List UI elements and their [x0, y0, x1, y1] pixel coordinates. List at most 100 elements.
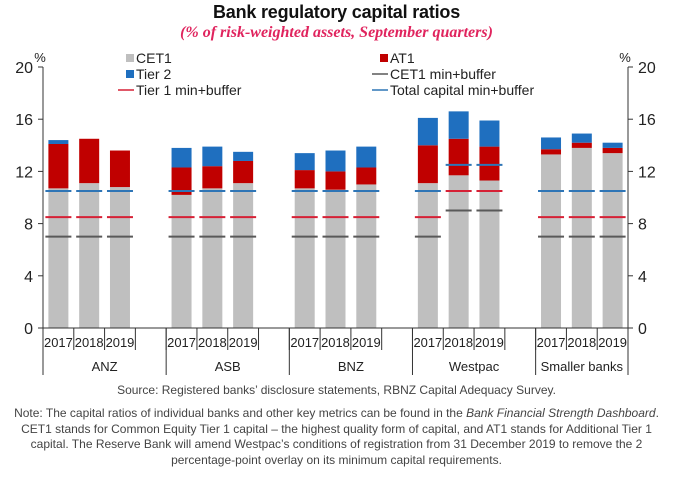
right-ytick-label: 8: [638, 217, 647, 234]
legend-item: Tier 2: [126, 66, 171, 82]
year-label: 2017: [167, 335, 196, 350]
bar-at1: [417, 145, 438, 184]
bar-tier-2: [294, 153, 315, 171]
left-ytick-label: 20: [15, 60, 33, 77]
bar-tier-2: [356, 146, 377, 168]
left-ytick-label: 4: [24, 269, 33, 286]
bar-cet1: [325, 189, 346, 328]
bar-cet1: [79, 183, 100, 328]
legend-label: CET1 min+buffer: [390, 66, 496, 82]
bar-at1: [325, 171, 346, 190]
year-label: 2019: [598, 335, 627, 350]
group-label: Smaller banks: [541, 359, 624, 374]
legend-item: Total capital min+buffer: [372, 82, 534, 98]
bar-cet1: [109, 187, 130, 328]
left-ytick-label: 8: [24, 217, 33, 234]
footnote: Note: The capital ratios of individual b…: [14, 406, 659, 468]
bar-at1: [233, 160, 254, 184]
bar-at1: [294, 170, 315, 189]
year-label: 2019: [106, 335, 135, 350]
legend-item: CET1: [126, 50, 172, 66]
bar-cet1: [602, 153, 623, 328]
group-label: ASB: [215, 359, 241, 374]
legend-item: CET1 min+buffer: [372, 66, 496, 82]
bar-tier-2: [602, 142, 623, 148]
year-label: 2018: [567, 335, 596, 350]
year-label: 2017: [44, 335, 73, 350]
bar-at1: [448, 138, 469, 176]
right-ytick-label: 12: [638, 164, 656, 181]
year-label: 2018: [198, 335, 227, 350]
right-ytick-label: 4: [638, 269, 647, 286]
year-label: 2018: [321, 335, 350, 350]
bar-at1: [479, 146, 500, 181]
bar-cet1: [171, 194, 192, 328]
legend-swatch-box: [126, 54, 134, 62]
legend-item: Tier 1 min+buffer: [118, 82, 242, 98]
footnote-italic-text: Bank Financial Strength Dashboard: [466, 406, 656, 420]
bar-at1: [48, 143, 69, 189]
year-label: 2017: [413, 335, 442, 350]
year-label: 2019: [475, 335, 504, 350]
bar-tier-2: [171, 147, 192, 168]
bar-tier-2: [571, 133, 592, 143]
left-ytick-label: 0: [24, 321, 33, 338]
group-label: Westpac: [449, 359, 500, 374]
group-label: ANZ: [92, 359, 118, 374]
legend-label: CET1: [136, 50, 172, 66]
left-ytick-label: 16: [15, 112, 33, 129]
right-ytick-label: 20: [638, 60, 656, 77]
bar-tier-2: [233, 151, 254, 161]
min-buffer-markers-layer: [45, 163, 626, 238]
bar-at1: [202, 166, 223, 189]
left-ytick-label: 12: [15, 164, 33, 181]
chart-subtitle: (% of risk-weighted assets, September qu…: [180, 24, 493, 41]
bar-at1: [541, 149, 562, 155]
bar-tier-2: [448, 111, 469, 139]
year-label: 2019: [229, 335, 258, 350]
bar-at1: [571, 142, 592, 148]
year-label: 2019: [352, 335, 381, 350]
year-label: 2017: [537, 335, 566, 350]
bar-cet1: [233, 183, 254, 328]
left-axis-unit: %: [34, 50, 46, 65]
year-label: 2018: [444, 335, 473, 350]
bars-layer: [48, 111, 623, 328]
bar-tier-2: [479, 120, 500, 147]
legend-label: Tier 2: [136, 66, 171, 82]
bar-tier-2: [541, 137, 562, 150]
footnote-text: . CET1 stands for Common Equity Tier 1 c…: [21, 406, 659, 467]
bar-tier-2: [202, 146, 223, 167]
bar-cet1: [294, 188, 315, 328]
right-axis-unit: %: [619, 50, 631, 65]
bar-cet1: [479, 180, 500, 328]
legend: CET1 AT1 Tier 2 CET1 min+buffer Tier 1 min+b…: [118, 50, 534, 98]
bar-at1: [171, 167, 192, 195]
legend-label: Tier 1 min+buffer: [136, 82, 242, 98]
bar-at1: [79, 138, 100, 184]
group-label: BNZ: [338, 359, 364, 374]
bar-at1: [109, 150, 130, 188]
right-ytick-label: 16: [638, 112, 656, 129]
legend-item: AT1: [380, 50, 415, 66]
bar-tier-2: [417, 117, 438, 146]
year-label: 2017: [290, 335, 319, 350]
bar-tier-2: [48, 140, 69, 144]
bar-at1: [602, 147, 623, 154]
source-note: Source: Registered banks’ disclosure sta…: [117, 383, 556, 397]
bar-cet1: [541, 154, 562, 328]
bar-cet1: [417, 183, 438, 328]
legend-label: Total capital min+buffer: [390, 82, 534, 98]
legend-label: AT1: [390, 50, 415, 66]
legend-swatch-box: [380, 54, 388, 62]
bar-cet1: [48, 188, 69, 328]
footnote-text: Note: The capital ratios of individual b…: [14, 406, 467, 420]
bar-tier-2: [325, 150, 346, 172]
bar-cet1: [448, 175, 469, 328]
bar-cet1: [356, 184, 377, 328]
legend-swatch-box: [126, 70, 134, 78]
chart-title: Bank regulatory capital ratios: [212, 2, 461, 22]
year-label: 2018: [75, 335, 104, 350]
